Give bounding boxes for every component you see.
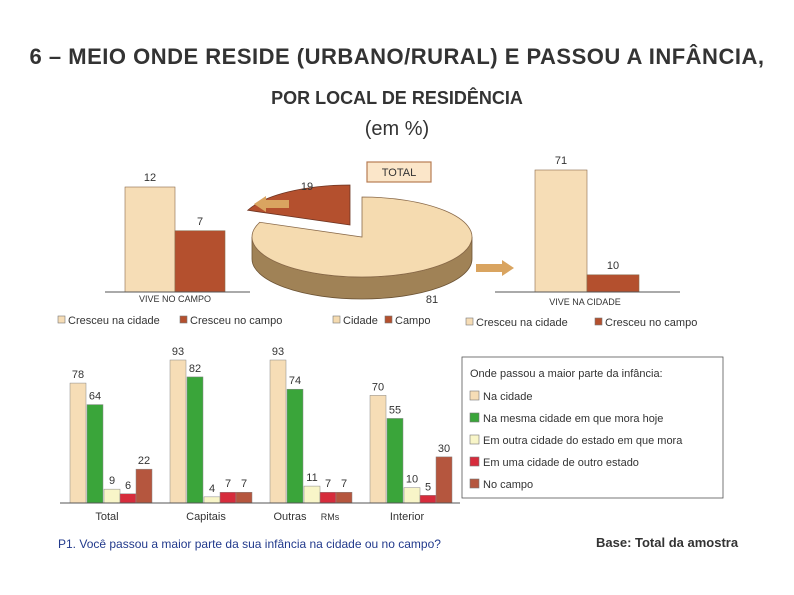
legend-swatch-5 (469, 478, 480, 489)
bar-s2-g1 (86, 404, 104, 504)
bar-s4-g2 (219, 491, 237, 504)
pie-title: TOTAL (382, 167, 416, 179)
category-label-4: Interior (390, 511, 425, 523)
category-label-1: Total (95, 511, 118, 523)
footer-base: Base: Total da amostra (596, 535, 739, 550)
value-label-s5-g3: 7 (341, 478, 347, 490)
legend-label-right-1: Cresceu na cidade (476, 317, 568, 329)
value-label-s3-g1: 9 (109, 475, 115, 487)
pie-value-campo: 19 (301, 181, 313, 193)
value-label-s4-g3: 7 (325, 478, 331, 490)
value-label-s4-g1: 6 (125, 480, 131, 492)
bar-cidade-2 (586, 274, 640, 293)
bar-s5-g4 (435, 456, 453, 504)
legend-box (461, 356, 724, 499)
bar-s1-g3 (269, 359, 287, 504)
bar-s2-g3 (286, 388, 304, 504)
bar-campo-2 (174, 230, 226, 293)
legend-swatch-top-1 (57, 315, 66, 324)
category-label-2: Capitais (186, 511, 226, 523)
bar-cidade-1 (534, 169, 588, 293)
value-label-s2-g4: 55 (389, 404, 401, 416)
bar-s2-g4 (386, 418, 404, 504)
bar-s1-g1 (69, 382, 87, 504)
legend-swatch-right-2 (594, 317, 603, 326)
bar-s5-g1 (135, 468, 153, 504)
legend-swatch-top-3 (332, 315, 341, 324)
legend-label-right-2: Cresceu no campo (605, 317, 697, 329)
value-label-s4-g4: 5 (425, 481, 431, 493)
arrow-left-icon (254, 196, 289, 212)
value-label-campo-2: 7 (197, 216, 203, 228)
bar-s5-g2 (235, 491, 253, 504)
value-label-s2-g3: 74 (289, 375, 301, 387)
bar-s1-g2 (169, 359, 187, 504)
bar-s3-g1 (103, 488, 121, 504)
pie-slice-campo (246, 184, 351, 226)
legend-swatch-3 (469, 434, 480, 445)
legend-label-top-1: Cresceu na cidade (68, 315, 160, 327)
legend-swatch-1 (469, 390, 480, 401)
legend-swatch-2 (469, 412, 480, 423)
value-label-s1-g2: 93 (172, 346, 184, 358)
value-label-s4-g2: 7 (225, 478, 231, 490)
legend-label-3: Em outra cidade do estado em que mora (483, 435, 683, 447)
bar-s5-g3 (335, 491, 353, 504)
bar-s2-g2 (186, 376, 204, 504)
value-label-s5-g4: 30 (438, 443, 450, 455)
value-label-s2-g2: 82 (189, 363, 201, 375)
bar-s1-g4 (369, 395, 387, 504)
category-label-3: Outras (273, 511, 307, 523)
bar-campo-1 (124, 186, 176, 293)
value-label-s1-g3: 93 (272, 346, 284, 358)
value-label-cidade-1: 71 (555, 155, 567, 167)
legend-label-1: Na cidade (483, 391, 533, 403)
pie-title-box (366, 161, 432, 183)
value-label-s5-g1: 22 (138, 455, 150, 467)
chart-title-line1: 6 – MEIO ONDE RESIDE (URBANO/RURAL) E PA… (29, 44, 765, 69)
chart-title-line2: POR LOCAL DE RESIDÊNCIA (271, 88, 523, 108)
pie-slice-cidade (251, 196, 473, 278)
bar-s3-g2 (203, 496, 221, 504)
legend-label-2: Na mesma cidade em que mora hoje (483, 413, 663, 425)
bar-s3-g3 (303, 485, 321, 504)
value-label-s3-g4: 10 (406, 474, 418, 486)
legend-swatch-right-1 (465, 317, 474, 326)
bar-s4-g1 (119, 493, 137, 504)
legend-label-top-3: Cidade (343, 315, 378, 327)
category-suffix-rms: RMs (321, 512, 340, 522)
value-label-s2-g1: 64 (89, 391, 101, 403)
chart-subtitle: (em %) (364, 118, 430, 140)
legend-swatch-top-4 (384, 315, 393, 324)
legend-label-top-2: Cresceu no campo (190, 315, 282, 327)
arrow-right-icon (476, 260, 514, 276)
axis-label-vive-no-campo: VIVE NO CAMPO (139, 294, 211, 304)
footer-question: P1. Você passou a maior parte da sua inf… (58, 537, 441, 551)
legend-title: Onde passou a maior parte da infância: (470, 368, 663, 380)
axis-label-vive-na-cidade: VIVE NA CIDADE (549, 297, 621, 307)
value-label-s5-g2: 7 (241, 478, 247, 490)
pie-value-cidade: 81 (426, 294, 438, 306)
legend-label-5: No campo (483, 479, 533, 491)
legend-label-top-4: Campo (395, 315, 430, 327)
value-label-s1-g4: 70 (372, 381, 384, 393)
value-label-s3-g3: 11 (306, 472, 317, 484)
legend-swatch-top-2 (179, 315, 188, 324)
bar-s4-g3 (319, 491, 337, 504)
value-label-cidade-2: 10 (607, 260, 619, 272)
value-label-s1-g1: 78 (72, 369, 84, 381)
legend-label-4: Em uma cidade de outro estado (483, 457, 639, 469)
bar-s4-g4 (419, 495, 437, 504)
value-label-s3-g2: 4 (209, 483, 215, 495)
legend-swatch-4 (469, 456, 480, 467)
value-label-campo-1: 12 (144, 172, 156, 184)
bar-s3-g4 (403, 487, 421, 504)
